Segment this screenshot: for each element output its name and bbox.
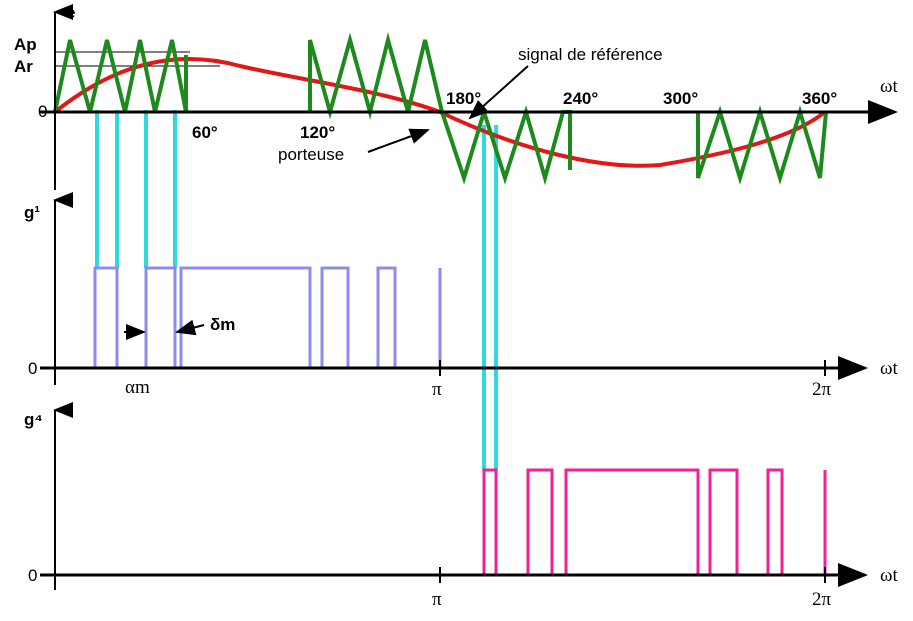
carrier-triangle-segment-2 [310, 40, 442, 112]
ar-label: Ar [14, 57, 33, 76]
tick-300: 300° [663, 89, 698, 108]
alpha-m-label: αm [125, 377, 150, 398]
top-origin-label: 0 [38, 102, 47, 121]
middle-panel: g¹ 0 ωt π 2π αm δm [24, 200, 899, 400]
tick-180: 180° [446, 89, 481, 108]
tick-60: 60° [192, 123, 218, 142]
g1-2pi-label: 2π [812, 379, 832, 400]
delta-m-label: δm [210, 315, 235, 334]
tick-240: 240° [563, 89, 598, 108]
carrier-label: porteuse [278, 145, 344, 164]
g1-y-axis-label: g¹ [24, 203, 40, 222]
top-panel: e Ap Ar 0 ωt 60° 120° 180° 240° 300° 360… [14, 3, 899, 470]
ap-label: Ap [14, 35, 37, 54]
bottom-panel: g⁴ 0 ωt π 2π [24, 410, 899, 610]
g1-zero-label: 0 [28, 359, 37, 378]
g4-x-axis-label: ωt [880, 565, 899, 586]
g4-zero-label: 0 [28, 566, 37, 585]
g1-pi-label: π [432, 379, 442, 400]
carrier-triangle-segment-1 [55, 40, 186, 112]
carrier-arrow [368, 130, 428, 152]
tick-360: 360° [802, 89, 837, 108]
g1-pulse-train [95, 268, 440, 368]
tick-120: 120° [300, 123, 335, 142]
top-x-axis-label: ωt [880, 76, 899, 97]
g4-pulse-train [484, 470, 825, 575]
guide-lines [97, 110, 496, 470]
top-y-axis-label: e [66, 3, 75, 22]
reference-signal-label: signal de référence [518, 45, 663, 64]
g4-pi-label: π [432, 589, 442, 610]
g4-y-axis-label: g⁴ [24, 410, 43, 429]
g4-2pi-label: 2π [812, 589, 832, 610]
g1-x-axis-label: ωt [880, 358, 899, 379]
